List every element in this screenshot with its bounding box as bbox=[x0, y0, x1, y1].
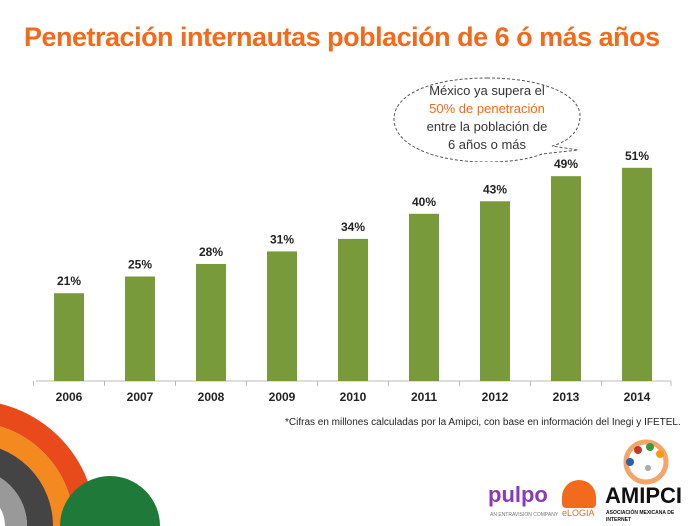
x-tick-label: 2013 bbox=[553, 390, 580, 404]
amipci-emblem-icon bbox=[623, 439, 669, 485]
pulpo-logo-sub: AN ENTRAVISION COMPANY bbox=[490, 512, 559, 518]
x-tick-label: 2007 bbox=[127, 390, 154, 404]
bar-chart: 21% 2006 25% 2007 28% 2008 31% 2009 34% 2010 40% 20… bbox=[33, 149, 672, 404]
data-label: 34% bbox=[341, 220, 365, 234]
callout-highlight: 50% de penetración bbox=[429, 101, 545, 116]
x-tick-label: 2008 bbox=[198, 390, 225, 404]
bar bbox=[338, 238, 368, 381]
bar bbox=[267, 251, 297, 381]
callout-line: México ya supera el bbox=[429, 83, 545, 98]
data-label: 40% bbox=[412, 195, 436, 209]
bar bbox=[551, 176, 581, 381]
callout-text: México ya supera el 50% de penetración e… bbox=[392, 82, 582, 154]
x-tick-label: 2014 bbox=[624, 390, 651, 404]
bar bbox=[409, 213, 439, 381]
bar bbox=[196, 263, 226, 381]
data-label: 51% bbox=[625, 149, 649, 163]
x-tick-label: 2011 bbox=[411, 390, 437, 404]
data-label: 21% bbox=[57, 274, 81, 288]
footnote: *Cifras en millones calculadas por la Am… bbox=[285, 417, 681, 428]
callout-bubble bbox=[393, 77, 581, 162]
x-tick-label: 2012 bbox=[482, 390, 509, 404]
data-label: 31% bbox=[270, 232, 294, 246]
bar bbox=[54, 293, 84, 381]
bar bbox=[125, 276, 155, 381]
x-tick-label: 2009 bbox=[269, 390, 296, 404]
callout-line: entre la población de bbox=[426, 119, 548, 134]
data-label: 25% bbox=[128, 258, 152, 272]
decorative-swoosh bbox=[0, 403, 160, 526]
data-label: 43% bbox=[483, 182, 507, 196]
callout-line: 6 años o más bbox=[447, 137, 527, 152]
bar bbox=[480, 201, 510, 381]
x-tick-label: 2006 bbox=[56, 390, 83, 404]
bar bbox=[622, 167, 652, 381]
amipci-logo: AMIPCI bbox=[605, 483, 682, 508]
x-tick-label: 2010 bbox=[340, 390, 367, 404]
elogia-logo-icon bbox=[562, 480, 596, 508]
elogia-logo: eLOGIA bbox=[562, 508, 595, 518]
pulpo-logo: pulpo bbox=[488, 482, 548, 507]
amipci-logo-sub: ASOCIACIÓN MEXICANA DE INTERNET bbox=[606, 510, 675, 523]
page-title: Penetración internautas población de 6 ó… bbox=[24, 22, 660, 52]
data-label: 49% bbox=[554, 157, 578, 171]
data-label: 28% bbox=[199, 245, 223, 259]
